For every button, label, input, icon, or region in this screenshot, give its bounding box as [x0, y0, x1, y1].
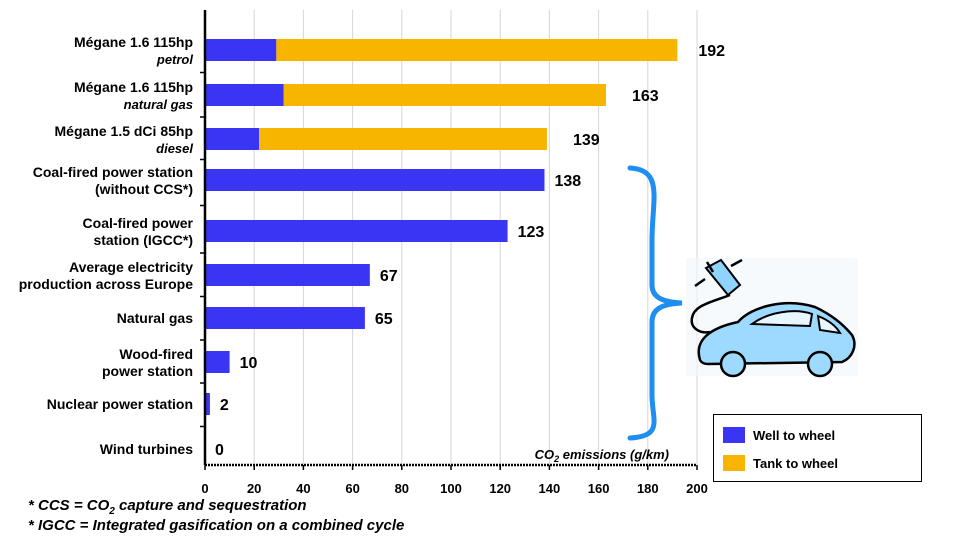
category-label: station (IGCC*)	[93, 232, 193, 248]
legend-item-tank-to-wheel: Tank to wheel	[723, 455, 838, 471]
bar-well-to-wheel	[205, 307, 365, 329]
value-label: 139	[573, 132, 600, 149]
category-label: natural gas	[124, 97, 193, 112]
category-label: Coal-fired power	[83, 215, 194, 231]
bar-well-to-wheel	[205, 351, 230, 373]
legend-swatch-well-to-wheel	[723, 427, 745, 443]
category-label: Nuclear power station	[47, 396, 193, 412]
bar-well-to-wheel	[205, 264, 370, 286]
value-label: 65	[375, 311, 393, 328]
category-label: production across Europe	[19, 276, 193, 292]
x-tick-label: 120	[489, 481, 511, 496]
x-tick-label: 80	[395, 481, 409, 496]
bar-tank-to-wheel	[283, 84, 606, 106]
bar-well-to-wheel	[205, 169, 545, 191]
x-tick-label: 20	[247, 481, 261, 496]
category-label: Mégane 1.6 115hp	[74, 34, 193, 50]
x-tick-label: 140	[539, 481, 561, 496]
legend-swatch-tank-to-wheel	[723, 455, 745, 471]
category-label: (without CCS*)	[95, 181, 193, 197]
x-tick-label: 180	[637, 481, 659, 496]
value-label: 123	[518, 224, 545, 241]
value-label: 138	[554, 173, 581, 190]
electric-car-icon	[686, 258, 858, 378]
category-label: Mégane 1.6 115hp	[74, 79, 193, 95]
legend: Well to wheel Tank to wheel	[713, 414, 922, 482]
bar-well-to-wheel	[205, 393, 210, 415]
x-tick-label: 100	[440, 481, 462, 496]
category-label: Average electricity	[69, 259, 193, 275]
x-tick-label: 160	[588, 481, 610, 496]
category-label: Wind turbines	[100, 441, 193, 457]
bar-well-to-wheel	[205, 220, 508, 242]
x-tick-label: 60	[345, 481, 359, 496]
curly-brace	[627, 165, 683, 441]
legend-label-well-to-wheel: Well to wheel	[753, 427, 836, 443]
x-axis-title: CO2 emissions (g/km)	[535, 447, 669, 464]
value-label: 67	[380, 268, 398, 285]
legend-item-well-to-wheel: Well to wheel	[723, 427, 835, 443]
category-label: Wood-fired	[119, 346, 193, 362]
x-tick-label: 40	[296, 481, 310, 496]
value-label: 10	[240, 355, 258, 372]
legend-label-tank-to-wheel: Tank to wheel	[753, 455, 838, 471]
bar-tank-to-wheel	[259, 128, 547, 150]
value-label: 163	[632, 88, 659, 105]
category-label: petrol	[156, 52, 194, 67]
value-label: 192	[698, 43, 725, 60]
category-label: Natural gas	[117, 310, 193, 326]
bar-well-to-wheel	[205, 39, 277, 61]
x-tick-label: 0	[201, 481, 208, 496]
value-label: 2	[220, 397, 229, 414]
category-label: power station	[102, 363, 193, 379]
bar-well-to-wheel	[205, 84, 284, 106]
footnote-ccs: * CCS = CO2 capture and sequestration	[28, 497, 307, 517]
category-label: Mégane 1.5 dCi 85hp	[55, 123, 193, 139]
bar-well-to-wheel	[205, 128, 260, 150]
value-label: 0	[215, 442, 224, 459]
footnote-igcc: * IGCC = Integrated gasification on a co…	[28, 517, 405, 534]
x-tick-label: 200	[686, 481, 708, 496]
bar-tank-to-wheel	[276, 39, 678, 61]
category-label: Coal-fired power station	[33, 164, 193, 180]
category-label: diesel	[156, 141, 193, 156]
